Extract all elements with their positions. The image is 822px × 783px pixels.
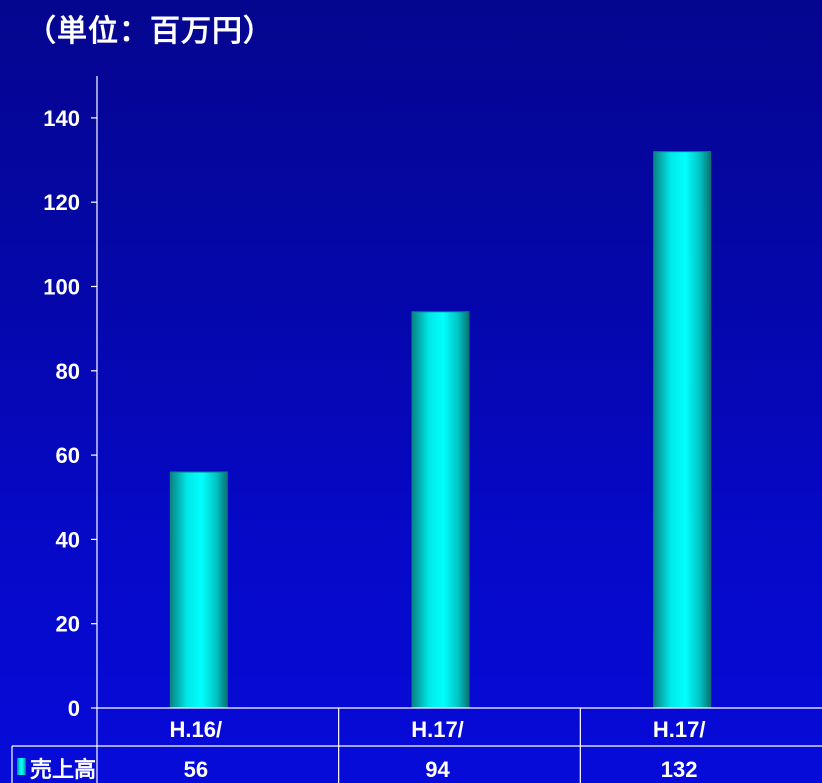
data-table: H.16/56 H.17/94 H.17/132 売上高 bbox=[11, 707, 822, 783]
data-table-value: 132 bbox=[661, 757, 698, 782]
bars bbox=[169, 151, 712, 708]
y-tick-label: 100 bbox=[43, 275, 80, 300]
y-tick-label: 140 bbox=[43, 106, 80, 131]
bar-2 bbox=[411, 311, 470, 708]
bar-1 bbox=[169, 471, 228, 708]
legend-swatch bbox=[17, 758, 26, 775]
y-tick-label: 0 bbox=[68, 696, 80, 721]
y-tick-label: 40 bbox=[56, 527, 80, 552]
y-axis: 0 20 40 60 80 100 120 140 bbox=[43, 76, 98, 721]
y-tick-label: 60 bbox=[56, 443, 80, 468]
data-table-value: 56 bbox=[184, 757, 208, 782]
y-tick-label: 80 bbox=[56, 359, 80, 384]
x-category-label: H.16/ bbox=[170, 717, 223, 742]
bar-3 bbox=[653, 151, 712, 708]
y-tick-label: 120 bbox=[43, 190, 80, 215]
data-table-value: 94 bbox=[425, 757, 450, 782]
y-tick-label: 20 bbox=[56, 612, 80, 637]
legend-series-name: 売上高 bbox=[30, 757, 96, 782]
unit-label: （単位：百万円） bbox=[26, 15, 274, 48]
x-category-label: H.17/ bbox=[411, 717, 464, 742]
x-category-label: H.17/ bbox=[653, 717, 706, 742]
